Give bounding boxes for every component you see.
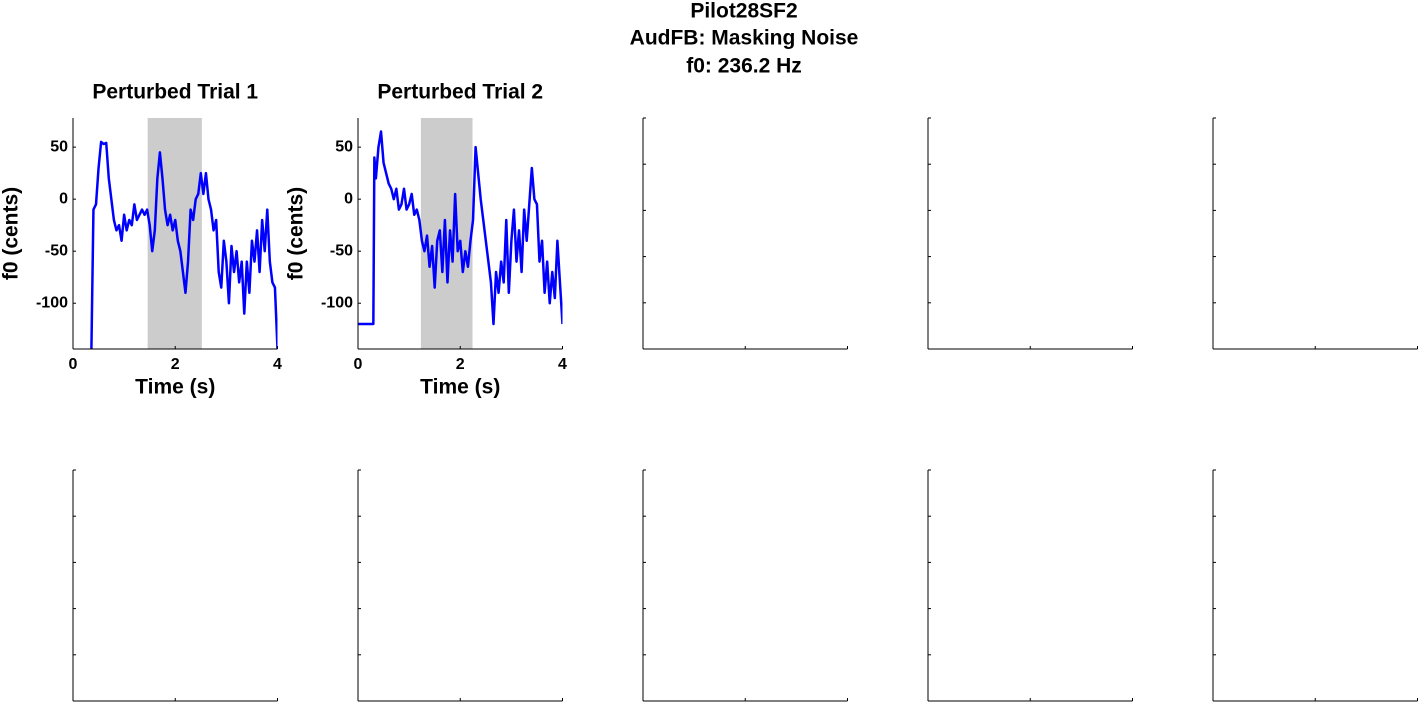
y-tick-label: 0 xyxy=(344,190,353,207)
subplot xyxy=(1212,117,1418,350)
y-axis-label: f0 (cents) xyxy=(0,187,23,280)
x-axis-label: Time (s) xyxy=(135,376,215,399)
subplot xyxy=(927,469,1133,702)
y-tick-label: 50 xyxy=(335,138,353,155)
y-tick-label: -100 xyxy=(36,294,68,311)
subplot: -100 -50 0 50 0 2 4 Perturbed Trial 1 Time (s) f0… xyxy=(0,81,282,399)
subplot xyxy=(927,117,1133,350)
subplot xyxy=(642,117,848,350)
x-axis-label: Time (s) xyxy=(420,376,500,399)
subplot xyxy=(72,469,278,702)
x-tick-label: 0 xyxy=(354,356,363,373)
y-tick-label: -100 xyxy=(321,294,353,311)
subplot xyxy=(642,469,848,702)
y-tick-label: -50 xyxy=(330,242,353,259)
data-line xyxy=(358,130,563,326)
figure-title: Pilot28SF2 xyxy=(690,0,797,23)
x-tick-label: 0 xyxy=(69,356,78,373)
y-tick-label: -50 xyxy=(45,242,68,259)
y-tick-label: 50 xyxy=(50,138,68,155)
y-tick-label: 0 xyxy=(59,190,68,207)
x-tick-label: 2 xyxy=(171,356,180,373)
subplot xyxy=(357,469,563,702)
x-tick-label: 4 xyxy=(273,356,282,373)
x-tick-label: 2 xyxy=(456,356,465,373)
figure-title: f0: 236.2 Hz xyxy=(686,55,802,78)
subplot xyxy=(1212,469,1418,702)
x-tick-label: 4 xyxy=(558,356,567,373)
subplot-title: Perturbed Trial 2 xyxy=(377,81,543,104)
y-axis-label: f0 (cents) xyxy=(285,187,308,280)
subplot-title: Perturbed Trial 1 xyxy=(92,81,258,104)
figure-title: AudFB: Masking Noise xyxy=(630,27,859,50)
shaded-region xyxy=(147,118,202,349)
data-line xyxy=(90,140,278,349)
subplot: -100 -50 0 50 0 2 4 Perturbed Trial 2 Time (s) f0… xyxy=(285,81,568,399)
